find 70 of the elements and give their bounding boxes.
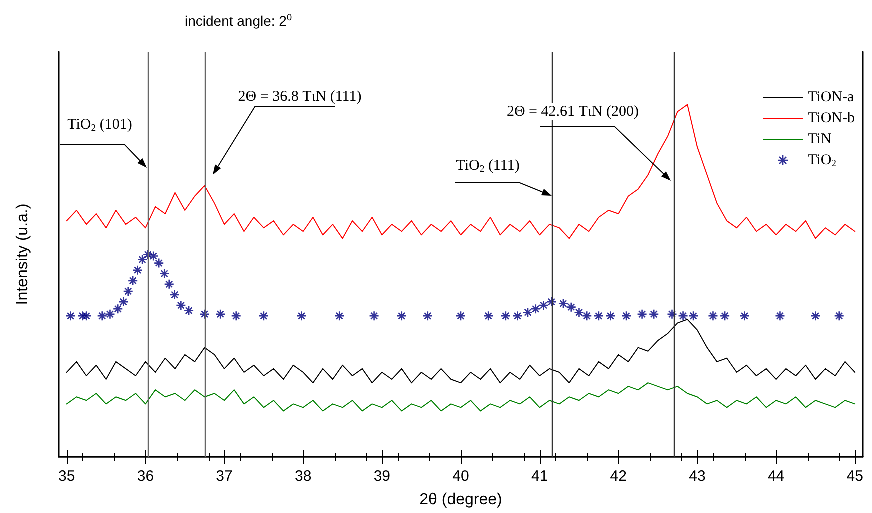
point (296, 310, 307, 322)
x-tick-label: 36 (137, 468, 154, 485)
point (648, 309, 660, 320)
point (558, 298, 569, 309)
point (667, 309, 678, 320)
point (546, 296, 557, 308)
legend-label: TiON-a (808, 90, 854, 106)
point (215, 309, 226, 320)
point (132, 265, 143, 276)
point (582, 310, 592, 322)
point (105, 309, 116, 320)
point (184, 306, 194, 316)
point (594, 310, 604, 322)
point (500, 310, 512, 322)
annotation: 2Θ = 42.61 TιN (200) (506, 104, 640, 120)
point (396, 310, 408, 322)
point (258, 310, 270, 322)
point (720, 310, 730, 322)
point (123, 286, 134, 297)
x-tick-label: 42 (610, 468, 627, 485)
x-tick-label: 41 (531, 468, 548, 485)
x-tick-label: 37 (216, 468, 233, 485)
point (164, 279, 175, 290)
point (142, 250, 154, 260)
point (775, 310, 786, 322)
point (200, 309, 210, 320)
point (422, 310, 434, 322)
point (621, 310, 632, 322)
x-tick-label: 44 (768, 468, 785, 485)
x-tick-label: 40 (452, 468, 470, 485)
point (128, 276, 138, 286)
point (170, 290, 180, 300)
point (708, 310, 718, 322)
point (530, 304, 542, 314)
point (97, 310, 108, 322)
point (154, 258, 164, 268)
y-axis-title: Intensity (u.a.) (14, 204, 32, 306)
point (176, 300, 186, 311)
point (678, 310, 688, 322)
point (483, 310, 494, 322)
point (688, 310, 699, 322)
point (566, 302, 577, 312)
legend-label: TiN (808, 132, 832, 148)
point (334, 310, 345, 322)
point (606, 310, 616, 322)
point (522, 307, 534, 318)
point (512, 310, 523, 322)
point (574, 307, 584, 318)
point (77, 310, 88, 322)
point (834, 310, 845, 322)
annotation: 2Θ = 36.8 TιN (111) (238, 89, 362, 105)
point (159, 268, 170, 280)
point (148, 251, 159, 262)
x-tick-label: 45 (846, 468, 864, 485)
point (538, 300, 549, 311)
point (66, 310, 76, 322)
point (231, 310, 242, 322)
x-tick-label: 39 (374, 468, 391, 485)
point (810, 310, 821, 322)
point (137, 254, 148, 265)
point (369, 310, 380, 322)
point (740, 310, 750, 322)
x-axis-title: 2θ (degree) (420, 492, 502, 508)
legend-label: TiON-b (808, 110, 856, 126)
point (456, 310, 466, 322)
point (81, 310, 92, 322)
x-tick-label: 38 (295, 468, 312, 485)
x-tick-label: 43 (689, 468, 706, 485)
x-tick-label: 35 (58, 468, 76, 485)
point (637, 309, 648, 320)
